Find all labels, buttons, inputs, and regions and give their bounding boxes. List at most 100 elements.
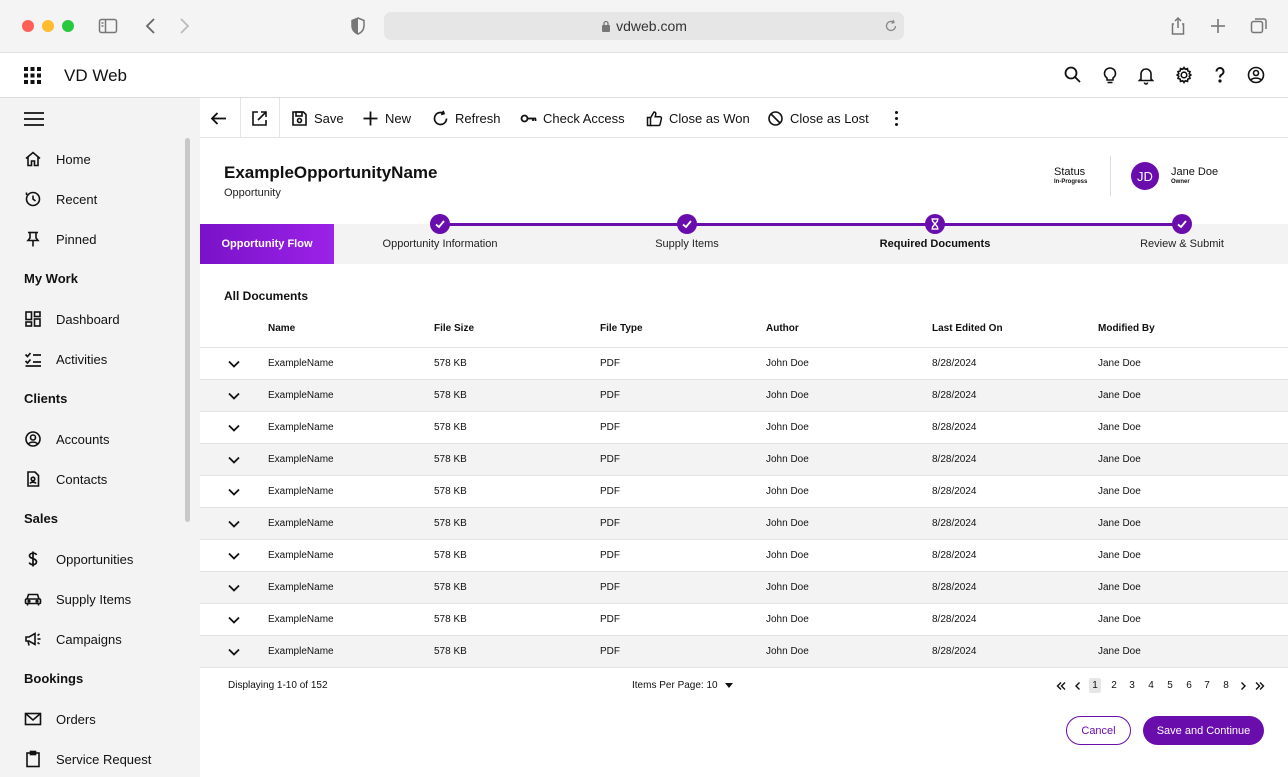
close-window-button[interactable] (22, 20, 34, 32)
url-bar[interactable]: vdweb.com (384, 12, 904, 40)
column-header-file-size[interactable]: File Size (434, 323, 475, 334)
table-row[interactable]: ExampleName 578 KB PDF John Doe 8/28/2024 Jan… (200, 636, 1288, 668)
table-row[interactable]: ExampleName 578 KB PDF John Doe 8/28/2024 Jan… (200, 412, 1288, 444)
sidebar-item-accounts[interactable]: Accounts (24, 429, 109, 449)
page-number-button[interactable]: 5 (1167, 680, 1173, 691)
chevron-down-icon[interactable] (227, 549, 241, 563)
page-number-button[interactable]: 3 (1129, 680, 1135, 691)
table-row[interactable]: ExampleName 578 KB PDF John Doe 8/28/2024 Jan… (200, 604, 1288, 636)
page-number-button[interactable]: 1 (1089, 678, 1101, 693)
chevron-down-icon[interactable] (227, 613, 241, 627)
record-type: Opportunity (224, 187, 281, 199)
search-icon[interactable] (1063, 65, 1083, 85)
flow-step-label[interactable]: Review & Submit (1140, 238, 1224, 250)
hamburger-menu-icon[interactable] (24, 111, 44, 127)
sidebar-toggle-icon[interactable] (98, 16, 118, 36)
page-number-button[interactable]: 7 (1204, 680, 1210, 691)
flow-step-label-current[interactable]: Required Documents (879, 238, 991, 250)
checklist-icon (24, 350, 42, 368)
sidebar-item-activities[interactable]: Activities (24, 349, 107, 369)
more-actions-button[interactable] (888, 98, 911, 138)
column-header-modified-by[interactable]: Modified By (1098, 323, 1155, 334)
table-row[interactable]: ExampleName 578 KB PDF John Doe 8/28/2024 Jan… (200, 540, 1288, 572)
new-button[interactable]: New (362, 98, 411, 138)
check-access-button[interactable]: Check Access (520, 98, 625, 138)
refresh-button[interactable]: Refresh (432, 98, 501, 138)
previous-page-button[interactable] (1072, 678, 1084, 693)
sidebar-item-pinned[interactable]: Pinned (24, 229, 96, 249)
page-number-button[interactable]: 4 (1148, 680, 1154, 691)
sidebar-scrollbar[interactable] (185, 138, 190, 522)
owner-avatar[interactable]: JD (1131, 162, 1159, 190)
sidebar-item-dashboard[interactable]: Dashboard (24, 309, 120, 329)
page-number-button[interactable]: 6 (1186, 680, 1192, 691)
flow-step-2-check-icon[interactable] (677, 214, 697, 234)
first-page-button[interactable] (1055, 678, 1067, 693)
lightbulb-icon[interactable] (1100, 65, 1120, 85)
table-row[interactable]: ExampleName 578 KB PDF John Doe 8/28/2024 Jan… (200, 476, 1288, 508)
table-cell: Jane Doe (1098, 486, 1141, 497)
page-number-button[interactable]: 8 (1223, 680, 1229, 691)
column-header-name[interactable]: Name (268, 323, 296, 334)
sidebar-item-opportunities[interactable]: Opportunities (24, 549, 133, 569)
table-row[interactable]: ExampleName 578 KB PDF John Doe 8/28/2024 Jan… (200, 508, 1288, 540)
table-cell: 8/28/2024 (932, 582, 977, 593)
last-page-button[interactable] (1254, 678, 1266, 693)
chevron-down-icon[interactable] (227, 421, 241, 435)
chevron-down-icon[interactable] (227, 581, 241, 595)
shield-icon[interactable] (348, 16, 368, 36)
sidebar-item-service-request[interactable]: Service Request (24, 749, 151, 769)
table-row[interactable]: ExampleName 578 KB PDF John Doe 8/28/2024 Jan… (200, 348, 1288, 380)
sidebar-item-contacts[interactable]: Contacts (24, 469, 107, 489)
table-cell: 578 KB (434, 582, 467, 593)
chevron-down-icon[interactable] (227, 389, 241, 403)
next-page-button[interactable] (1237, 678, 1249, 693)
sidebar-item-campaigns[interactable]: Campaigns (24, 629, 122, 649)
chevron-down-icon[interactable] (227, 357, 241, 371)
page-number-button[interactable]: 2 (1111, 680, 1117, 691)
flow-step-3-hourglass-icon[interactable] (925, 214, 945, 234)
gear-icon[interactable] (1174, 65, 1194, 85)
back-button[interactable] (210, 98, 233, 138)
table-row[interactable]: ExampleName 578 KB PDF John Doe 8/28/2024 Jan… (200, 572, 1288, 604)
share-icon[interactable] (1168, 16, 1188, 36)
app-launcher-icon[interactable] (24, 67, 41, 84)
back-nav-icon[interactable] (142, 16, 162, 36)
sidebar-item-supply-items[interactable]: Supply Items (24, 589, 131, 609)
bell-icon[interactable] (1136, 65, 1156, 85)
column-header-last-edited[interactable]: Last Edited On (932, 323, 1003, 334)
cancel-button[interactable]: Cancel (1066, 716, 1131, 745)
table-row[interactable]: ExampleName 578 KB PDF John Doe 8/28/2024 Jan… (200, 380, 1288, 412)
flow-step-label[interactable]: Opportunity Information (382, 238, 498, 250)
items-per-page-select[interactable]: Items Per Page: 10 (632, 680, 733, 691)
new-tab-icon[interactable] (1208, 16, 1228, 36)
opportunity-flow-tab[interactable]: Opportunity Flow (200, 224, 334, 264)
chevron-down-icon[interactable] (227, 453, 241, 467)
sidebar-item-home[interactable]: Home (24, 149, 91, 169)
flow-step-4-check-icon[interactable] (1172, 214, 1192, 234)
flow-step-label[interactable]: Supply Items (655, 238, 719, 250)
save-and-continue-button[interactable]: Save and Continue (1143, 716, 1264, 745)
sidebar-item-recent[interactable]: Recent (24, 189, 97, 209)
sidebar-item-orders[interactable]: Orders (24, 709, 96, 729)
column-header-author[interactable]: Author (766, 323, 799, 334)
mail-icon (24, 710, 42, 728)
tab-overview-icon[interactable] (1249, 16, 1269, 36)
save-button[interactable]: Save (291, 98, 344, 138)
table-row[interactable]: ExampleName 578 KB PDF John Doe 8/28/2024 Jan… (200, 444, 1288, 476)
column-header-file-type[interactable]: File Type (600, 323, 643, 334)
close-as-won-button[interactable]: Close as Won (646, 98, 750, 138)
help-icon[interactable] (1210, 65, 1230, 85)
open-in-new-window-button[interactable] (251, 98, 274, 138)
flow-step-1-check-icon[interactable] (430, 214, 450, 234)
chevron-down-icon[interactable] (227, 645, 241, 659)
zoom-window-button[interactable] (62, 20, 74, 32)
chevron-down-icon[interactable] (227, 517, 241, 531)
account-icon (24, 430, 42, 448)
forward-nav-icon[interactable] (174, 16, 194, 36)
chevron-down-icon[interactable] (227, 485, 241, 499)
reload-icon[interactable] (884, 19, 898, 33)
profile-icon[interactable] (1246, 65, 1266, 85)
minimize-window-button[interactable] (42, 20, 54, 32)
close-as-lost-button[interactable]: Close as Lost (767, 98, 869, 138)
